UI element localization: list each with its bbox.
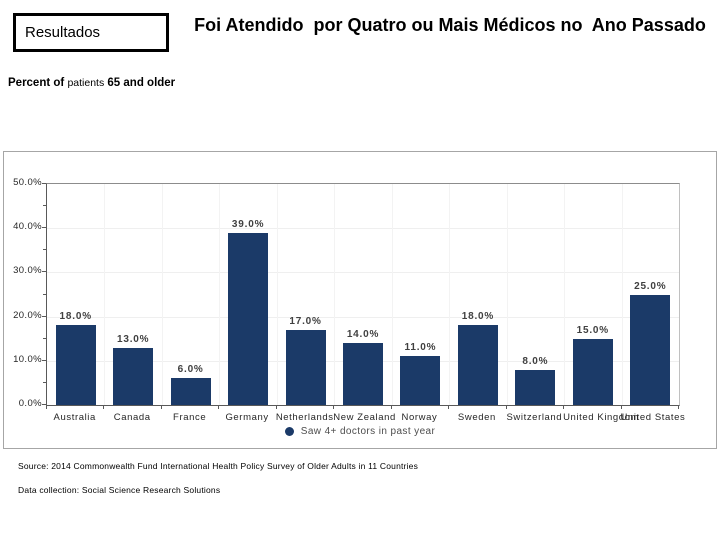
gridline-horizontal: [47, 272, 679, 274]
y-axis-tick-label: 10.0%: [13, 353, 42, 365]
y-axis-tick-label: 50.0%: [13, 177, 42, 188]
x-axis-label: Netherlands: [275, 412, 334, 423]
subtitle-suffix: 65 and older: [104, 77, 176, 89]
gridline-vertical: [622, 184, 623, 405]
chart-subtitle: Percent of patients 65 and older: [8, 77, 175, 89]
x-axis-label: France: [173, 412, 207, 423]
bar-canada: [113, 347, 154, 405]
gridline-vertical: [564, 184, 565, 405]
bar-value-label: 11.0%: [404, 342, 437, 354]
x-axis-tick: [563, 405, 564, 409]
x-axis-label: United States: [620, 412, 686, 423]
x-axis-label: Canada: [113, 412, 151, 423]
x-axis-label: Sweden: [457, 412, 496, 423]
y-axis-major-tick: [42, 404, 46, 405]
gridline-horizontal: [47, 228, 679, 230]
x-axis-tick: [678, 405, 679, 409]
x-axis-label: Germany: [225, 412, 269, 423]
x-axis-tick: [333, 405, 334, 409]
y-axis-tick-label: 40.0%: [13, 221, 42, 233]
y-axis-minor-tick: [43, 249, 46, 251]
x-axis-tick: [391, 405, 392, 409]
plot-area: 18.0% 13.0% 6.0% 39.0% 17.0% 14.0% 11.0% 18.0% 8…: [46, 183, 680, 406]
bar-value-label: 14.0%: [346, 329, 380, 341]
bar-netherlands: [285, 329, 326, 405]
x-axis-tick: [276, 405, 277, 409]
y-axis-tick-label: 20.0%: [13, 309, 42, 321]
bar-value-label: 25.0%: [634, 280, 667, 292]
data-collection-note: Data collection: Social Science Research…: [18, 485, 221, 495]
legend-label: Saw 4+ doctors in past year: [300, 426, 436, 437]
slide-title: Foi Atendido por Quatro ou Mais Médicos …: [194, 15, 706, 35]
legend-marker-icon: [284, 427, 294, 436]
gridline-vertical: [277, 184, 278, 405]
chart-frame: 18.0% 13.0% 6.0% 39.0% 17.0% 14.0% 11.0% 18.0% 8…: [3, 151, 717, 449]
bar-value-label: 17.0%: [289, 315, 322, 327]
bar-value-label: 13.0%: [117, 333, 150, 345]
y-axis-major-tick: [42, 271, 46, 273]
y-axis-major-tick: [42, 315, 46, 317]
x-axis-tick: [448, 405, 449, 409]
y-axis-tick-label: 30.0%: [13, 265, 42, 277]
y-axis-major-tick: [42, 227, 46, 229]
bar-value-label: 15.0%: [576, 324, 609, 336]
x-axis-label: United Kingdom: [563, 412, 640, 423]
x-axis-tick: [46, 405, 47, 409]
bar-value-label: 18.0%: [59, 311, 92, 323]
y-axis-minor-tick: [43, 381, 46, 383]
gridline-vertical: [219, 184, 220, 405]
bar-france: [170, 378, 211, 405]
x-axis-label: Switzerland: [506, 412, 563, 423]
y-axis-minor-tick: [43, 205, 46, 207]
bar-value-label: 6.0%: [177, 364, 204, 376]
gridline-vertical: [334, 184, 335, 405]
y-axis-minor-tick: [43, 337, 46, 339]
gridline-vertical: [392, 184, 393, 405]
gridline-vertical: [104, 184, 105, 405]
x-axis-tick: [621, 405, 622, 409]
gridline-horizontal: [47, 316, 679, 318]
bar-united-kingdom: [572, 338, 613, 405]
x-axis-tick: [161, 405, 162, 409]
gridline-vertical: [507, 184, 508, 405]
chart-legend: Saw 4+ doctors in past year: [4, 426, 716, 437]
x-axis-label: New Zealand: [333, 412, 396, 423]
x-axis-tick: [103, 405, 104, 409]
gridline-vertical: [449, 184, 450, 405]
subtitle-prefix: Percent of: [8, 77, 68, 89]
y-axis-minor-tick: [43, 293, 46, 295]
bar-switzerland: [515, 369, 556, 405]
y-axis-major-tick: [42, 359, 46, 361]
resultados-box: Resultados: [13, 13, 169, 52]
subtitle-patients: patients: [67, 77, 105, 89]
bar-value-label: 39.0%: [231, 218, 265, 230]
y-axis-tick-label: 0.0%: [18, 398, 42, 409]
bar-value-label: 8.0%: [522, 355, 549, 367]
bar-sweden: [457, 325, 498, 405]
bar-united-states: [630, 294, 671, 405]
x-axis-label: Australia: [53, 412, 96, 423]
x-axis-tick: [218, 405, 219, 409]
resultados-label: Resultados: [25, 24, 101, 41]
x-axis-label: Norway: [401, 412, 438, 423]
bar-new-zealand: [343, 343, 383, 405]
bar-germany: [228, 232, 269, 405]
bar-australia: [55, 325, 96, 405]
source-note: Source: 2014 Commonwealth Fund Internati…: [18, 461, 419, 471]
y-axis-major-tick: [42, 183, 46, 184]
bar-norway: [400, 356, 441, 405]
bar-value-label: 18.0%: [461, 311, 495, 323]
x-axis-tick: [506, 405, 507, 409]
gridline-vertical: [162, 184, 163, 405]
